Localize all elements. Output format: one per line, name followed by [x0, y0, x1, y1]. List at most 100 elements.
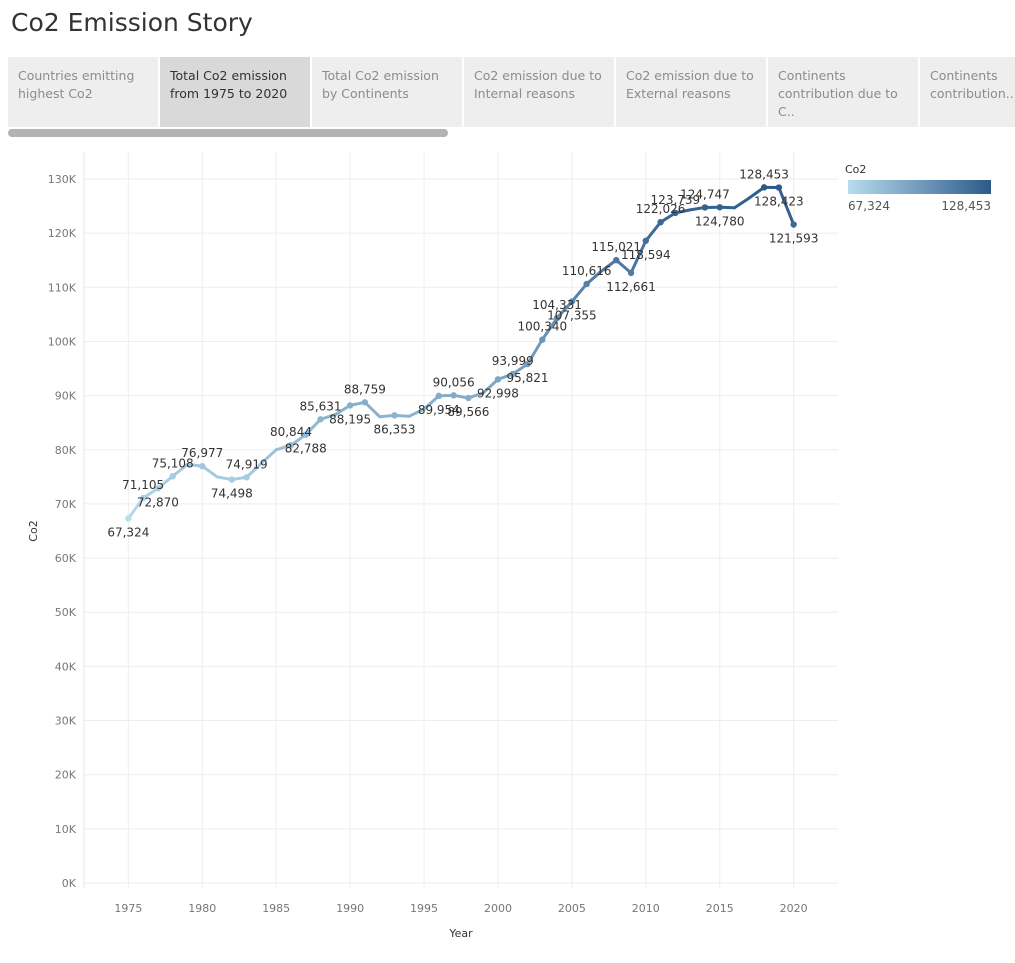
- story-point-tab[interactable]: Countries emitting highest Co2: [8, 57, 158, 127]
- y-tick-label: 100K: [48, 335, 77, 348]
- story-point-tab[interactable]: Co2 emission due to Internal reasons: [464, 57, 614, 127]
- y-tick-label: 20K: [55, 769, 77, 782]
- story-point-tab[interactable]: Continents contribution..: [920, 57, 1015, 127]
- data-label: 124,747: [680, 187, 730, 201]
- y-tick-label: 50K: [55, 606, 77, 619]
- data-point: [509, 370, 516, 378]
- color-legend: Co2 67,324 128,453: [845, 163, 991, 213]
- line-segment: [777, 186, 796, 227]
- data-label: 115,021: [591, 240, 641, 254]
- y-tick-label: 130K: [48, 173, 77, 186]
- y-tick-label: 120K: [48, 227, 77, 240]
- x-tick-label: 1990: [336, 902, 364, 915]
- data-label: 74,498: [211, 487, 253, 501]
- data-label: 124,780: [695, 214, 745, 228]
- data-point: [361, 399, 369, 406]
- y-tick-label: 30K: [55, 715, 77, 728]
- x-tick-label: 1975: [114, 902, 142, 915]
- story-point-tab[interactable]: Co2 emission due to External reasons: [616, 57, 766, 127]
- data-point: [583, 280, 590, 288]
- data-label: 112,661: [606, 280, 656, 294]
- line-segment: [245, 461, 263, 479]
- data-point: [169, 473, 176, 480]
- data-point: [435, 392, 443, 400]
- story-title: Co2 Emission Story: [11, 8, 253, 37]
- gridlines: [83, 152, 838, 888]
- line-segment: [481, 377, 500, 395]
- legend-gradient-bar: [848, 180, 991, 194]
- data-label: 75,108: [152, 456, 194, 470]
- line-segment: [570, 282, 589, 304]
- data-point: [642, 237, 650, 244]
- x-tick-label: 2010: [632, 902, 660, 915]
- data-label: 72,870: [137, 495, 179, 509]
- x-axis: 1975 1980 1985 1990 1995 2000 2005 2010 2015 2020: [114, 902, 807, 915]
- data-point: [346, 402, 354, 409]
- data-point: [775, 184, 783, 191]
- data-label: 67,324: [107, 525, 149, 539]
- data-point: [568, 298, 576, 305]
- line-segment: [540, 316, 559, 342]
- data-point: [524, 360, 531, 368]
- data-point: [672, 209, 679, 217]
- data-point: [760, 184, 768, 191]
- tab-label: Total Co2 emission by Continents: [322, 68, 439, 101]
- data-point: [243, 474, 250, 481]
- data-point: [465, 394, 472, 402]
- data-label: 74,919: [226, 457, 268, 471]
- y-tick-label: 110K: [48, 281, 77, 294]
- data-label: 82,788: [285, 442, 327, 456]
- tab-label: Total Co2 emission from 1975 to 2020: [170, 68, 288, 101]
- y-tick-label: 90K: [55, 390, 77, 403]
- story-point-tab[interactable]: Total Co2 emission by Continents: [312, 57, 462, 127]
- legend-title: Co2: [845, 163, 866, 176]
- tab-label: Continents contribution..: [930, 68, 1014, 101]
- data-label: 90,056: [433, 375, 475, 389]
- y-tick-label: 40K: [55, 660, 77, 673]
- data-label: 123,739: [651, 193, 701, 207]
- data-point: [391, 412, 398, 419]
- co2-line-chart: 0K 10K 20K 30K 40K 50K 60K 70K 80K 90K 100K 110K 120…: [27, 152, 991, 940]
- line-segment: [363, 400, 382, 419]
- data-label: 122,026: [636, 202, 686, 216]
- data-label: 89,566: [447, 405, 489, 419]
- data-label: 93,999: [492, 354, 534, 368]
- y-axis: 0K 10K 20K 30K 40K 50K 60K 70K 80K 90K 100K 110K 120…: [48, 173, 77, 890]
- data-point: [287, 441, 295, 449]
- story-point-tab[interactable]: Continents contribution due to C..: [768, 57, 918, 127]
- legend-max-label: 128,453: [941, 199, 991, 213]
- x-tick-label: 2015: [706, 902, 734, 915]
- data-points: [125, 184, 797, 522]
- data-label: 86,353: [373, 422, 415, 436]
- line-segment: [733, 196, 751, 210]
- line-segment: [526, 338, 544, 366]
- x-tick-label: 2020: [780, 902, 808, 915]
- data-label: 76,977: [181, 446, 223, 460]
- data-label: 121,593: [769, 232, 819, 246]
- data-point: [125, 515, 132, 522]
- data-label: 95,821: [507, 371, 549, 385]
- story-tabs: Countries emitting highest Co2 Total Co2…: [8, 57, 1015, 127]
- x-tick-label: 2005: [558, 902, 586, 915]
- line-segment: [407, 407, 426, 418]
- tab-label: Continents contribution due to C..: [778, 68, 898, 119]
- data-label: 118,594: [621, 248, 671, 262]
- data-point: [228, 476, 236, 483]
- data-point: [494, 376, 502, 383]
- legend-min-label: 67,324: [848, 199, 890, 213]
- line-segment: [614, 258, 633, 275]
- data-label: 92,998: [477, 386, 519, 400]
- data-point: [139, 494, 147, 502]
- data-label: 104,331: [532, 298, 582, 312]
- data-label: 88,759: [344, 382, 386, 396]
- data-point: [716, 204, 723, 211]
- data-point: [199, 462, 206, 470]
- tabs-scrollbar[interactable]: [8, 129, 448, 137]
- data-point: [317, 416, 324, 423]
- data-label: 128,423: [754, 195, 804, 209]
- data-label: 110,616: [562, 264, 612, 278]
- y-tick-label: 60K: [55, 552, 77, 565]
- line-segment: [126, 496, 145, 520]
- story-point-tab-active[interactable]: Total Co2 emission from 1975 to 2020: [160, 57, 310, 127]
